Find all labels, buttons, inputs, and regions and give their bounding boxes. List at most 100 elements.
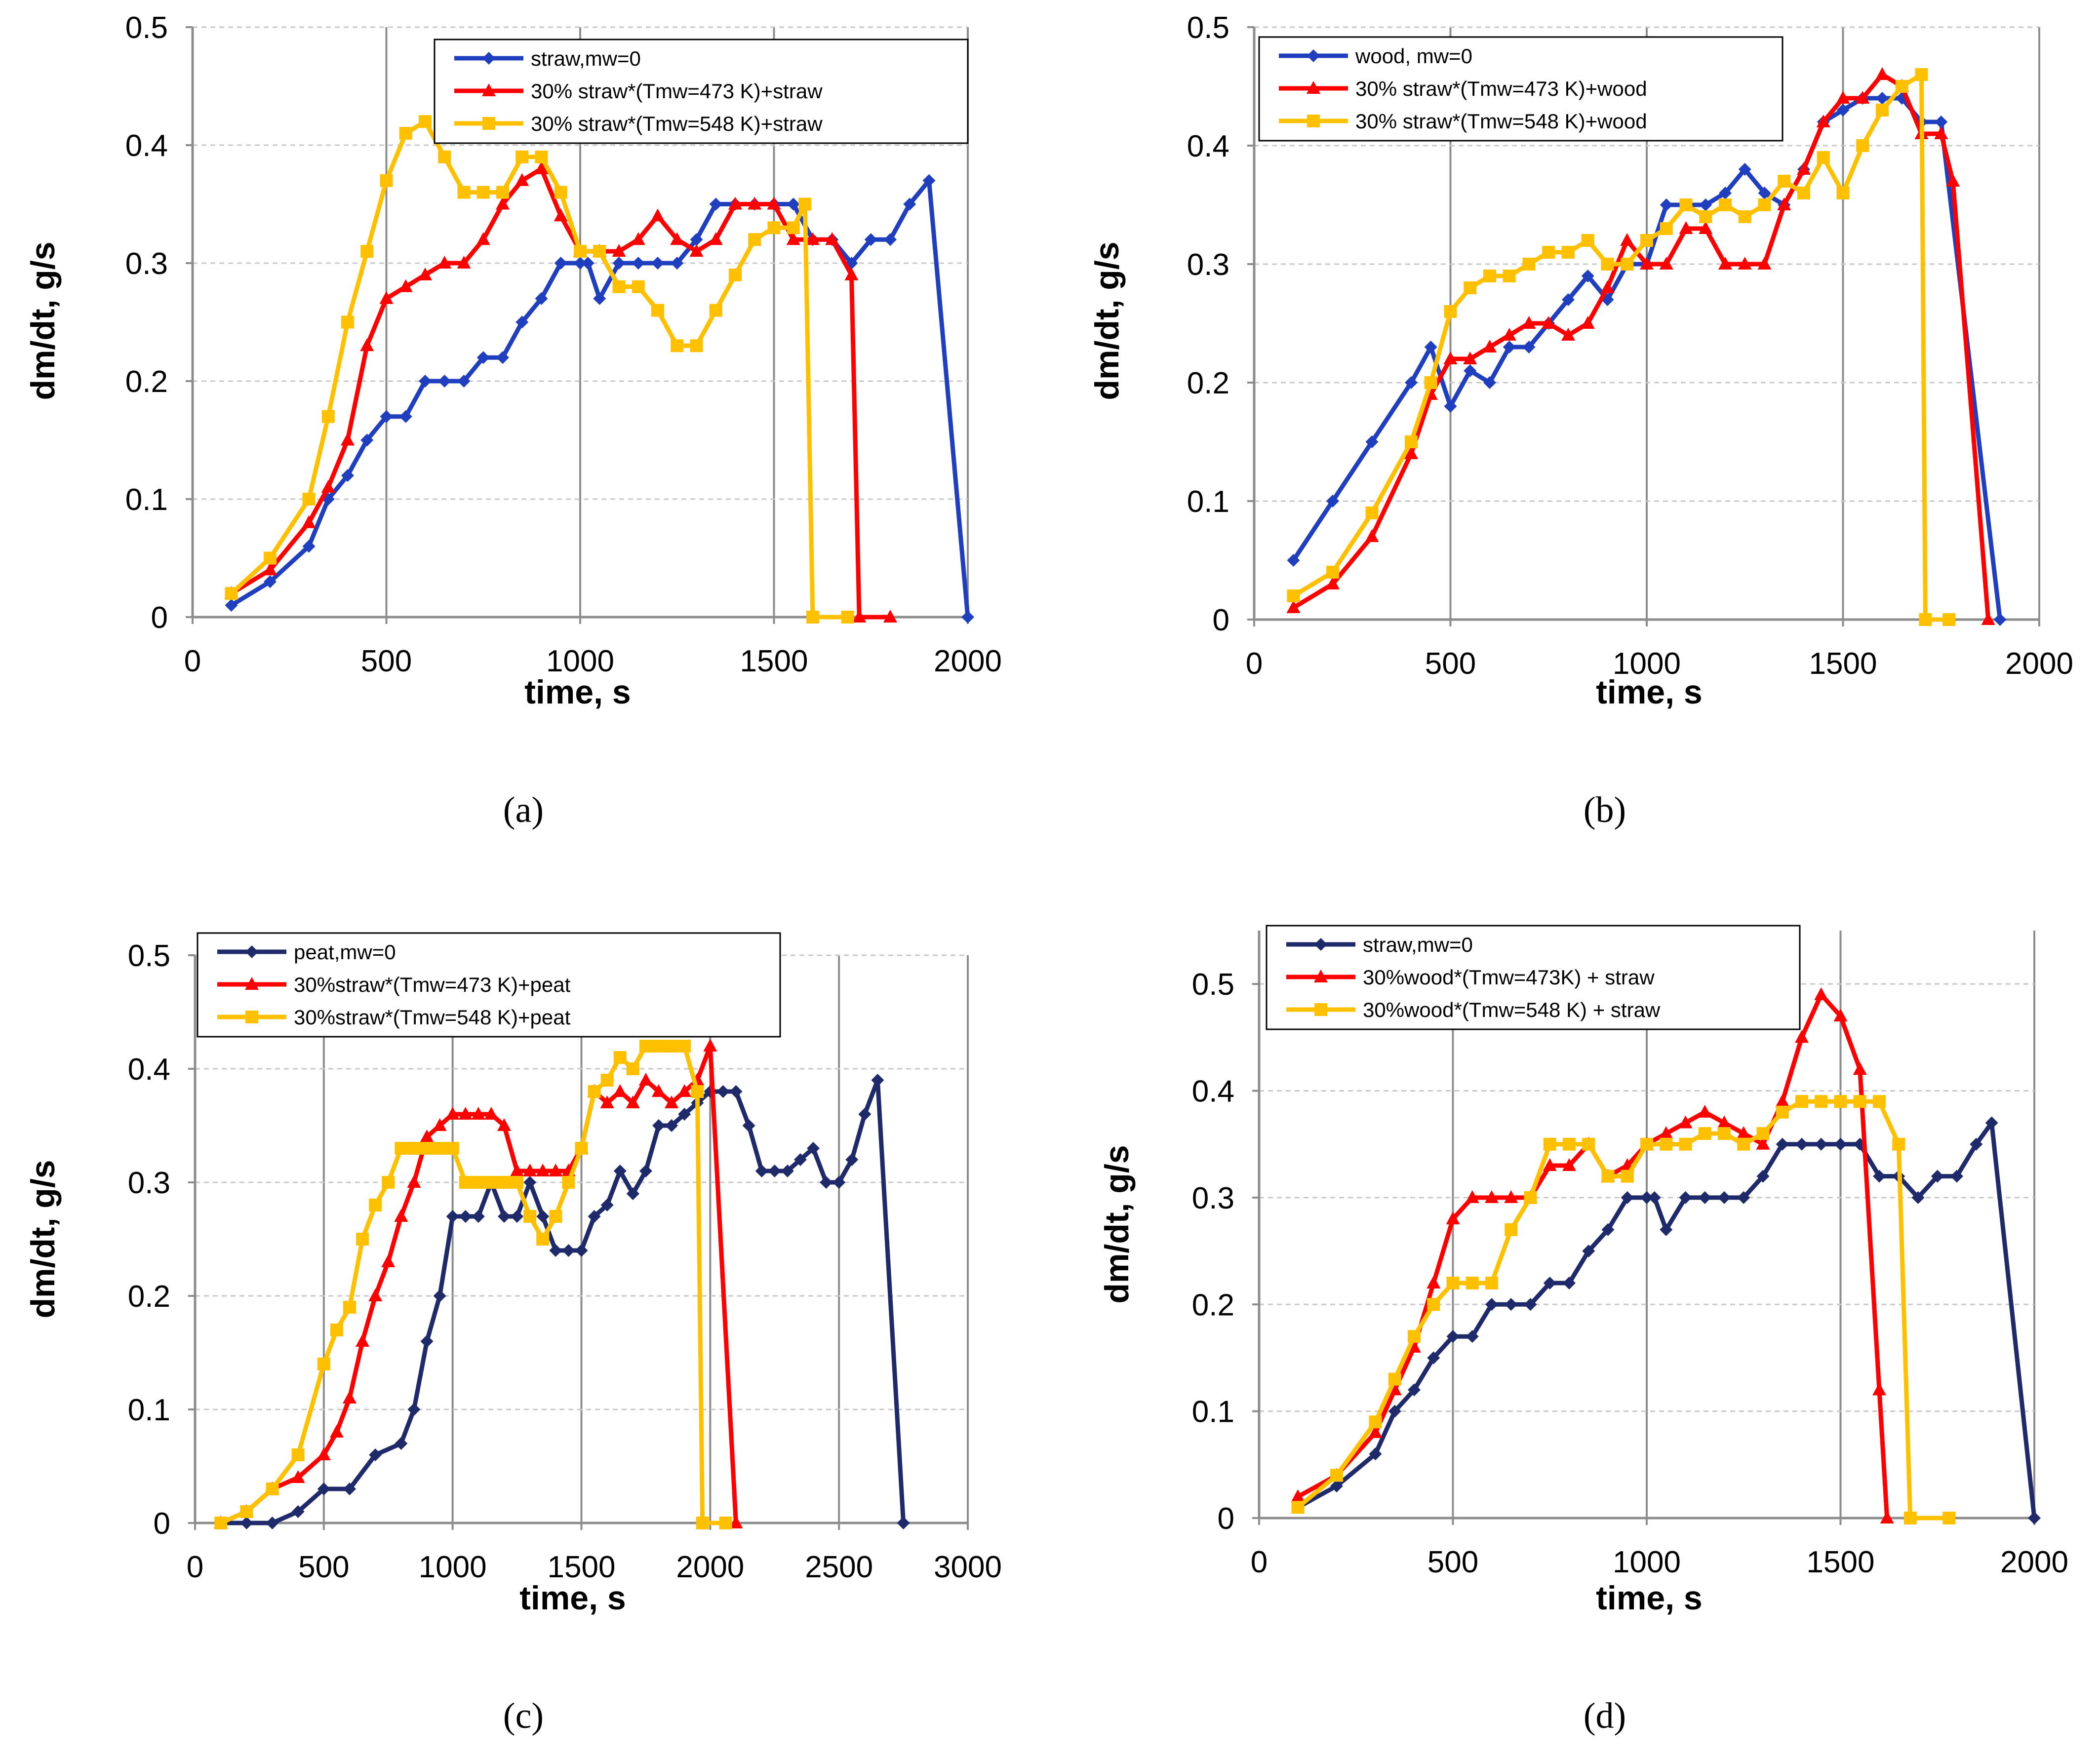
x-tick-label: 2000 bbox=[934, 644, 1002, 678]
data-point bbox=[535, 150, 548, 163]
data-point bbox=[1640, 257, 1654, 270]
data-point bbox=[1718, 1127, 1731, 1140]
data-point bbox=[613, 1051, 627, 1064]
y-tick-label: 0.4 bbox=[128, 1053, 170, 1087]
data-point bbox=[767, 221, 781, 234]
data-point bbox=[1836, 104, 1850, 117]
data-point bbox=[1698, 1104, 1712, 1118]
legend: peat,mw=0 30%straw*(Tmw=473 K)+peat 30%str… bbox=[197, 932, 781, 1038]
data-point bbox=[1543, 1277, 1556, 1289]
data-point bbox=[1505, 1223, 1518, 1236]
data-point bbox=[807, 1142, 820, 1155]
data-point bbox=[1815, 1137, 1828, 1151]
data-point bbox=[554, 186, 567, 199]
data-point bbox=[665, 1040, 678, 1053]
data-point bbox=[240, 1505, 253, 1518]
data-point bbox=[709, 197, 722, 211]
y-tick-label: 0.3 bbox=[125, 247, 168, 281]
data-point bbox=[379, 291, 394, 304]
legend-label: peat,mw=0 bbox=[294, 940, 396, 964]
data-point bbox=[446, 1210, 459, 1223]
data-point bbox=[1738, 163, 1751, 176]
y-tick-label: 0.4 bbox=[125, 129, 168, 163]
data-point bbox=[1797, 162, 1811, 175]
data-point bbox=[651, 208, 665, 222]
data-point bbox=[562, 1244, 575, 1257]
y-tick-label: 0.4 bbox=[1192, 1075, 1234, 1109]
data-point bbox=[768, 1165, 781, 1177]
x-tick-label: 500 bbox=[1425, 647, 1476, 681]
data-point bbox=[1853, 1095, 1866, 1108]
data-point bbox=[2028, 1512, 2041, 1524]
data-point bbox=[728, 196, 742, 210]
data-point bbox=[600, 1095, 614, 1108]
legend-marker bbox=[245, 1011, 258, 1023]
data-point bbox=[1601, 1170, 1615, 1183]
data-point bbox=[1465, 1190, 1479, 1203]
data-point bbox=[1833, 1009, 1848, 1022]
data-point bbox=[612, 257, 626, 270]
data-point bbox=[884, 233, 897, 246]
data-point bbox=[612, 244, 626, 257]
data-point bbox=[678, 1040, 691, 1053]
series-line bbox=[1292, 72, 1991, 620]
data-point bbox=[395, 1437, 408, 1450]
data-point bbox=[446, 1142, 459, 1155]
data-point bbox=[458, 1107, 473, 1120]
data-point bbox=[719, 1517, 732, 1529]
data-point bbox=[240, 1517, 253, 1529]
data-point bbox=[399, 127, 412, 140]
data-point bbox=[1522, 341, 1536, 353]
data-point bbox=[437, 256, 452, 269]
data-point bbox=[433, 1289, 446, 1302]
data-point bbox=[1660, 198, 1673, 211]
data-point bbox=[1758, 187, 1771, 199]
data-point bbox=[1562, 246, 1575, 259]
data-point bbox=[575, 1244, 588, 1257]
data-point bbox=[639, 1040, 652, 1053]
data-point bbox=[651, 304, 664, 317]
data-point bbox=[1777, 197, 1791, 210]
data-point bbox=[1503, 341, 1516, 353]
y-tick-label: 0.3 bbox=[128, 1166, 170, 1200]
data-point bbox=[1446, 1277, 1460, 1289]
data-point bbox=[317, 1483, 330, 1495]
data-point bbox=[445, 1107, 460, 1120]
data-point bbox=[1931, 1170, 1944, 1183]
data-point bbox=[1291, 1489, 1305, 1502]
legend-label: 30% straw*(Tmw=548 K)+straw bbox=[531, 112, 823, 135]
data-point bbox=[612, 280, 626, 293]
data-point bbox=[329, 1425, 344, 1438]
panel-label: (b) bbox=[1584, 790, 1626, 830]
data-point bbox=[1815, 1095, 1828, 1108]
data-point bbox=[1659, 1126, 1673, 1139]
data-point bbox=[360, 338, 374, 351]
data-point bbox=[1817, 151, 1830, 164]
data-point bbox=[368, 1288, 383, 1301]
data-point bbox=[1776, 1137, 1789, 1151]
data-point bbox=[317, 1358, 330, 1370]
data-point bbox=[638, 1073, 653, 1086]
y-tick-label: 0 bbox=[151, 601, 168, 635]
data-point bbox=[1873, 1170, 1886, 1183]
data-point bbox=[549, 1244, 562, 1257]
data-point bbox=[476, 232, 490, 245]
data-point bbox=[1582, 1245, 1595, 1258]
data-point bbox=[709, 232, 723, 245]
y-tick-label: 0.5 bbox=[1187, 11, 1229, 45]
x-tick-label: 1500 bbox=[1809, 647, 1877, 681]
data-point bbox=[398, 279, 413, 292]
data-point bbox=[1621, 1191, 1634, 1204]
data-point bbox=[476, 351, 490, 364]
x-tick-label: 0 bbox=[1251, 1545, 1268, 1579]
data-point bbox=[380, 410, 393, 423]
data-point bbox=[1640, 1191, 1653, 1204]
data-point bbox=[1795, 1095, 1808, 1108]
data-point bbox=[1756, 1170, 1770, 1183]
data-point bbox=[549, 1164, 563, 1176]
data-point bbox=[369, 1448, 382, 1461]
panel-b: 0 500 1000 1500 2000 0 0.1 0.2 0.3 0.4 0.5 time, s d… bbox=[1088, 11, 2073, 830]
data-point bbox=[1993, 613, 2007, 626]
data-point bbox=[1915, 68, 1928, 81]
data-point bbox=[1524, 1298, 1537, 1311]
